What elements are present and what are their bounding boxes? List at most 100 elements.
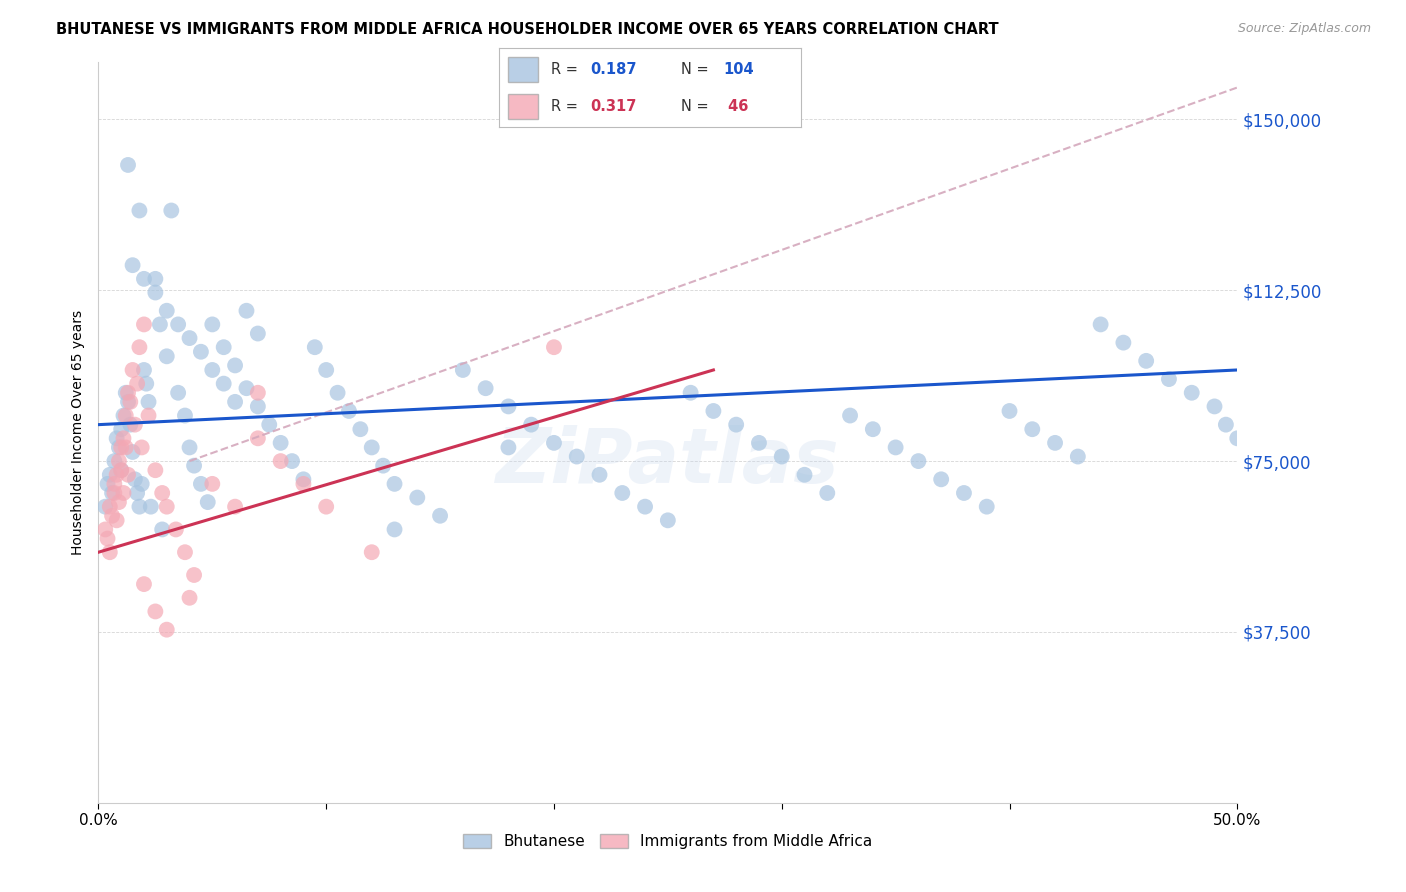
Point xyxy=(657,513,679,527)
Point xyxy=(634,500,657,514)
Point xyxy=(304,340,326,354)
Point xyxy=(128,203,150,218)
Point xyxy=(197,495,219,509)
Point xyxy=(145,463,167,477)
Point xyxy=(96,532,118,546)
Point xyxy=(132,272,155,286)
Point xyxy=(1204,400,1226,414)
Point xyxy=(98,500,121,514)
Point xyxy=(98,467,121,482)
Point xyxy=(165,523,187,537)
Point xyxy=(281,454,304,468)
Point xyxy=(474,381,496,395)
Point xyxy=(201,476,224,491)
Point xyxy=(117,395,139,409)
Point xyxy=(451,363,474,377)
Point xyxy=(1215,417,1237,432)
Point xyxy=(156,303,179,318)
Point xyxy=(793,467,815,482)
Point xyxy=(156,500,179,514)
Text: R =: R = xyxy=(551,62,582,77)
Point xyxy=(112,409,135,423)
Point xyxy=(1021,422,1043,436)
Point xyxy=(679,385,702,400)
Text: N =: N = xyxy=(681,99,713,114)
Point xyxy=(124,472,146,486)
Point xyxy=(105,467,128,482)
Point xyxy=(131,476,153,491)
Point xyxy=(110,463,132,477)
Point xyxy=(292,476,315,491)
Point xyxy=(139,500,162,514)
Point xyxy=(246,431,269,445)
Point xyxy=(201,318,224,332)
Point xyxy=(98,545,121,559)
Point xyxy=(132,318,155,332)
Point xyxy=(1157,372,1180,386)
Point xyxy=(103,476,125,491)
Point xyxy=(337,404,360,418)
Point xyxy=(114,385,136,400)
Point xyxy=(114,409,136,423)
Text: N =: N = xyxy=(681,62,713,77)
Point xyxy=(976,500,998,514)
Point xyxy=(138,409,160,423)
Point xyxy=(145,272,167,286)
Point xyxy=(748,435,770,450)
Point xyxy=(543,340,565,354)
Text: R =: R = xyxy=(551,99,582,114)
Point xyxy=(543,435,565,450)
Point xyxy=(212,376,235,391)
Point xyxy=(117,158,139,172)
Y-axis label: Householder Income Over 65 years: Householder Income Over 65 years xyxy=(70,310,84,555)
Point xyxy=(110,422,132,436)
Point xyxy=(815,486,838,500)
Point xyxy=(384,476,406,491)
Point xyxy=(179,591,201,605)
Point xyxy=(224,395,246,409)
Point xyxy=(929,472,952,486)
Point xyxy=(183,568,205,582)
Point xyxy=(270,435,292,450)
Point xyxy=(124,417,146,432)
Point xyxy=(112,431,135,445)
Point xyxy=(145,604,167,618)
Point xyxy=(326,385,349,400)
Point xyxy=(406,491,429,505)
Point xyxy=(108,454,131,468)
Point xyxy=(103,454,125,468)
Point xyxy=(128,500,150,514)
Point xyxy=(371,458,394,473)
Point xyxy=(360,545,382,559)
Point xyxy=(259,417,281,432)
Point xyxy=(121,445,143,459)
FancyBboxPatch shape xyxy=(508,94,538,119)
Point xyxy=(1112,335,1135,350)
Point xyxy=(94,523,117,537)
Point xyxy=(190,476,212,491)
Point xyxy=(156,349,179,363)
Point xyxy=(998,404,1021,418)
Text: 0.187: 0.187 xyxy=(591,62,637,77)
Point xyxy=(520,417,543,432)
Point xyxy=(94,500,117,514)
Point xyxy=(110,441,132,455)
Point xyxy=(1043,435,1066,450)
Point xyxy=(315,500,337,514)
Point xyxy=(953,486,976,500)
Point xyxy=(156,623,179,637)
Point xyxy=(117,385,139,400)
Point xyxy=(884,441,907,455)
Point xyxy=(145,285,167,300)
Point xyxy=(167,318,190,332)
Point xyxy=(150,486,173,500)
Point xyxy=(1090,318,1112,332)
Point xyxy=(770,450,793,464)
Point xyxy=(108,441,131,455)
Point xyxy=(127,486,149,500)
Text: 46: 46 xyxy=(723,99,748,114)
Point xyxy=(121,363,143,377)
Point xyxy=(135,376,157,391)
Point xyxy=(105,431,128,445)
Point xyxy=(179,331,201,345)
